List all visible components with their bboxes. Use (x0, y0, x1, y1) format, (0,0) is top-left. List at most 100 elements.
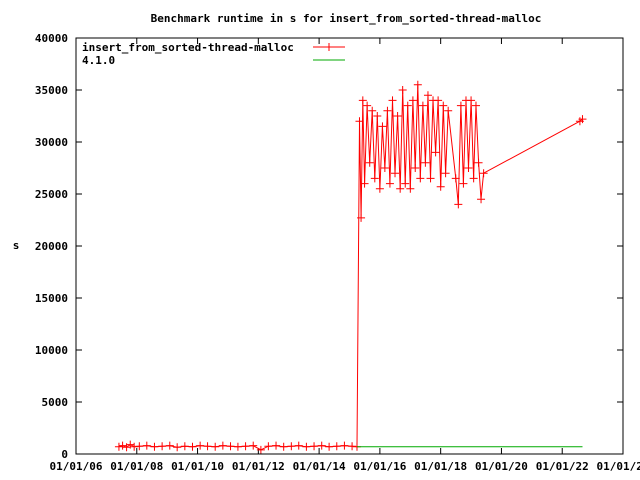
y-tick-label: 30000 (35, 136, 68, 149)
data-point (211, 442, 220, 451)
legend-marker (325, 43, 333, 51)
data-point (264, 442, 273, 451)
data-point (142, 441, 151, 450)
x-tick-label: 01/01/06 (50, 460, 103, 473)
data-point (467, 96, 476, 105)
data-point (256, 445, 265, 454)
data-point (173, 443, 182, 452)
data-point (383, 106, 392, 115)
x-tick-label: 01/01/14 (293, 460, 346, 473)
data-point (348, 442, 357, 451)
data-point (444, 106, 453, 115)
data-point (360, 179, 369, 188)
y-tick-label: 40000 (35, 32, 68, 45)
data-point (421, 158, 430, 167)
data-point (370, 174, 379, 183)
data-point (355, 117, 364, 126)
chart-title: Benchmark runtime in s for insert_from_s… (151, 12, 542, 25)
data-point (241, 442, 250, 451)
data-point (126, 440, 135, 449)
y-tick-label: 35000 (35, 84, 68, 97)
y-tick-labels: 0 5000 10000 15000 20000 25000 30000 35000 40000 (35, 32, 623, 461)
data-point (218, 441, 227, 450)
data-point (272, 441, 281, 450)
data-point (393, 112, 402, 120)
data-point (396, 184, 405, 193)
data-point (325, 442, 334, 451)
legend-label: 4.1.0 (82, 54, 115, 67)
data-point (411, 164, 420, 172)
data-point (439, 101, 448, 110)
data-point (479, 169, 488, 178)
data-point (469, 174, 478, 183)
y-tick-label: 10000 (35, 344, 68, 357)
x-tick-label: 01/01/24 (597, 460, 640, 473)
legend-label: insert_from_sorted-thread-malloc (82, 41, 294, 54)
x-tick-label: 01/01/08 (110, 460, 163, 473)
data-point (150, 442, 159, 451)
data-point (233, 442, 242, 451)
plot-frame (75, 37, 624, 455)
data-point (418, 101, 427, 110)
data-point (385, 179, 394, 188)
data-point (391, 169, 400, 178)
data-point (388, 96, 397, 105)
data-point (294, 441, 303, 450)
data-point (423, 91, 432, 100)
y-tick-label: 5000 (42, 396, 69, 409)
data-point (380, 164, 389, 172)
x-tick-label: 01/01/20 (475, 460, 528, 473)
data-point (373, 112, 382, 120)
data-point (454, 200, 463, 209)
y-tick-label: 15000 (35, 292, 68, 305)
x-tick-labels: 01/01/06 01/01/08 01/01/10 01/01/12 01/01/14… (50, 38, 640, 473)
data-point (203, 442, 212, 451)
data-point (365, 158, 374, 167)
series-line-0 (118, 84, 583, 451)
data-point (426, 174, 435, 183)
data-point (459, 179, 468, 188)
data-point (375, 184, 384, 193)
data-point (249, 441, 258, 450)
data-point (403, 101, 412, 110)
data-point (578, 115, 587, 124)
y-axis-label: s (13, 239, 20, 252)
data-point (180, 442, 189, 451)
data-point (130, 442, 139, 451)
data-point (302, 442, 311, 451)
y-tick-label: 0 (61, 448, 68, 461)
x-tick-label: 01/01/22 (536, 460, 589, 473)
data-point (436, 182, 445, 191)
data-point (477, 195, 486, 204)
data-point (188, 442, 197, 451)
data-point (464, 164, 473, 172)
data-point (471, 101, 480, 110)
data-point (416, 174, 425, 183)
data-point (357, 213, 366, 222)
data-point (287, 442, 296, 451)
data-point (456, 101, 465, 110)
data-point (135, 442, 144, 451)
data-point (165, 441, 174, 450)
data-point (310, 442, 319, 451)
data-point (114, 442, 123, 451)
x-tick-label: 01/01/18 (414, 460, 467, 473)
data-point (158, 442, 167, 451)
data-point (358, 96, 367, 105)
data-point (332, 442, 341, 451)
data-point (363, 101, 372, 110)
x-tick-label: 01/01/10 (171, 460, 224, 473)
data-point (474, 158, 483, 167)
data-point (340, 441, 349, 450)
data-point (368, 106, 377, 115)
data-point (401, 179, 410, 188)
data-point (398, 86, 407, 94)
data-point (317, 441, 326, 450)
data-point (406, 184, 415, 193)
series-layer (114, 80, 587, 454)
data-point (413, 80, 422, 89)
data-point (226, 442, 235, 451)
data-point (451, 174, 460, 183)
